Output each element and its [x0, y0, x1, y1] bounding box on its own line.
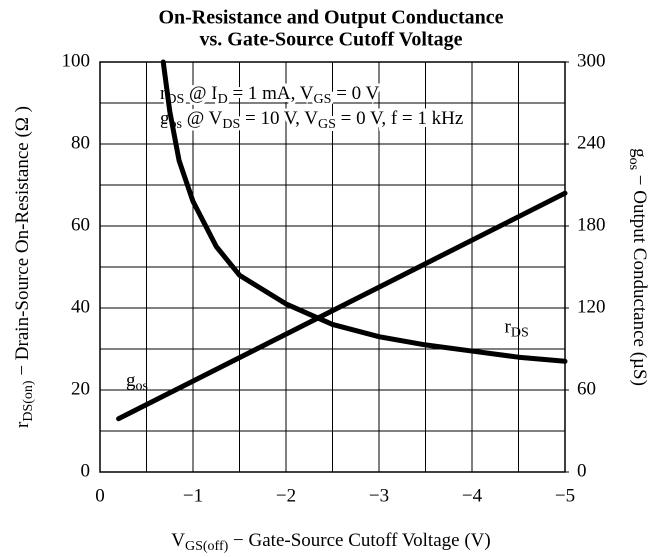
- x-tick-label: −2: [276, 485, 296, 506]
- text-part: r: [12, 421, 33, 428]
- x-tick-label: −4: [462, 485, 483, 506]
- y-tick-label: 100: [62, 50, 91, 71]
- subscript: GS: [314, 92, 332, 107]
- chart-title: On-Resistance and Output Conductance: [158, 7, 503, 29]
- text-part: @ I: [184, 83, 217, 104]
- series-line: [116, 190, 568, 422]
- chart-title: vs. Gate-Source Cutoff Voltage: [200, 29, 463, 51]
- y2-tick-label: 60: [577, 378, 596, 399]
- y2-axis-label: gos − Output Conductance (µS): [626, 148, 650, 386]
- series-line: [160, 59, 568, 364]
- x-tick-label: 0: [95, 485, 105, 506]
- y2-tick-label: 240: [577, 132, 606, 153]
- text-part: g: [126, 370, 136, 391]
- subscript: DS(on): [21, 380, 36, 422]
- text-part: = 0 V, f = 1 kHz: [336, 108, 463, 129]
- annotation: rDS @ ID = 1 mA, VGS = 0 V: [160, 83, 380, 107]
- y2-tick-label: 0: [577, 460, 587, 481]
- text-part: g: [629, 148, 650, 158]
- text-part: − Drain-Source On-Resistance (Ω ): [12, 106, 33, 380]
- y2-tick-label: 300: [577, 50, 606, 71]
- y-tick-label: 20: [71, 378, 90, 399]
- subscript: os: [136, 379, 148, 394]
- y-tick-label: 80: [71, 132, 90, 153]
- x-tick-label: −1: [183, 485, 203, 506]
- text-part: = 0 V: [331, 83, 379, 104]
- y-tick-label: 40: [71, 296, 90, 317]
- y-axis-label: rDS(on) − Drain-Source On-Resistance (Ω …: [12, 106, 36, 428]
- annotation: gos @ VDS = 10 V, VGS = 0 V, f = 1 kHz: [160, 108, 463, 132]
- y2-tick-label: 180: [577, 214, 606, 235]
- subscript: os: [626, 158, 641, 170]
- text-part: r: [505, 317, 512, 338]
- text-part: − Gate-Source Cutoff Voltage (V): [228, 530, 490, 551]
- x-tick-label: −5: [555, 485, 575, 506]
- y-tick-label: 60: [71, 214, 90, 235]
- subscript: GS: [318, 117, 336, 132]
- subscript: D: [218, 92, 228, 107]
- subscript: DS: [222, 117, 240, 132]
- x-axis-label: VGS(off) − Gate-Source Cutoff Voltage (V…: [171, 530, 490, 554]
- subscript: DS: [511, 326, 529, 341]
- y2-tick-label: 120: [577, 296, 606, 317]
- subscript: GS(off): [185, 539, 229, 554]
- text-part: = 1 mA, V: [228, 83, 314, 104]
- text-part: = 10 V, V: [240, 108, 318, 129]
- text-part: V: [171, 530, 185, 551]
- series-label: rDS: [505, 317, 529, 341]
- text-part: @ V: [182, 108, 223, 129]
- x-tick-label: −3: [369, 485, 389, 506]
- y-tick-label: 0: [81, 460, 91, 481]
- text-part: − Output Conductance (µS): [629, 170, 650, 386]
- series-label: gos: [126, 370, 148, 394]
- plot-frame: [99, 61, 566, 473]
